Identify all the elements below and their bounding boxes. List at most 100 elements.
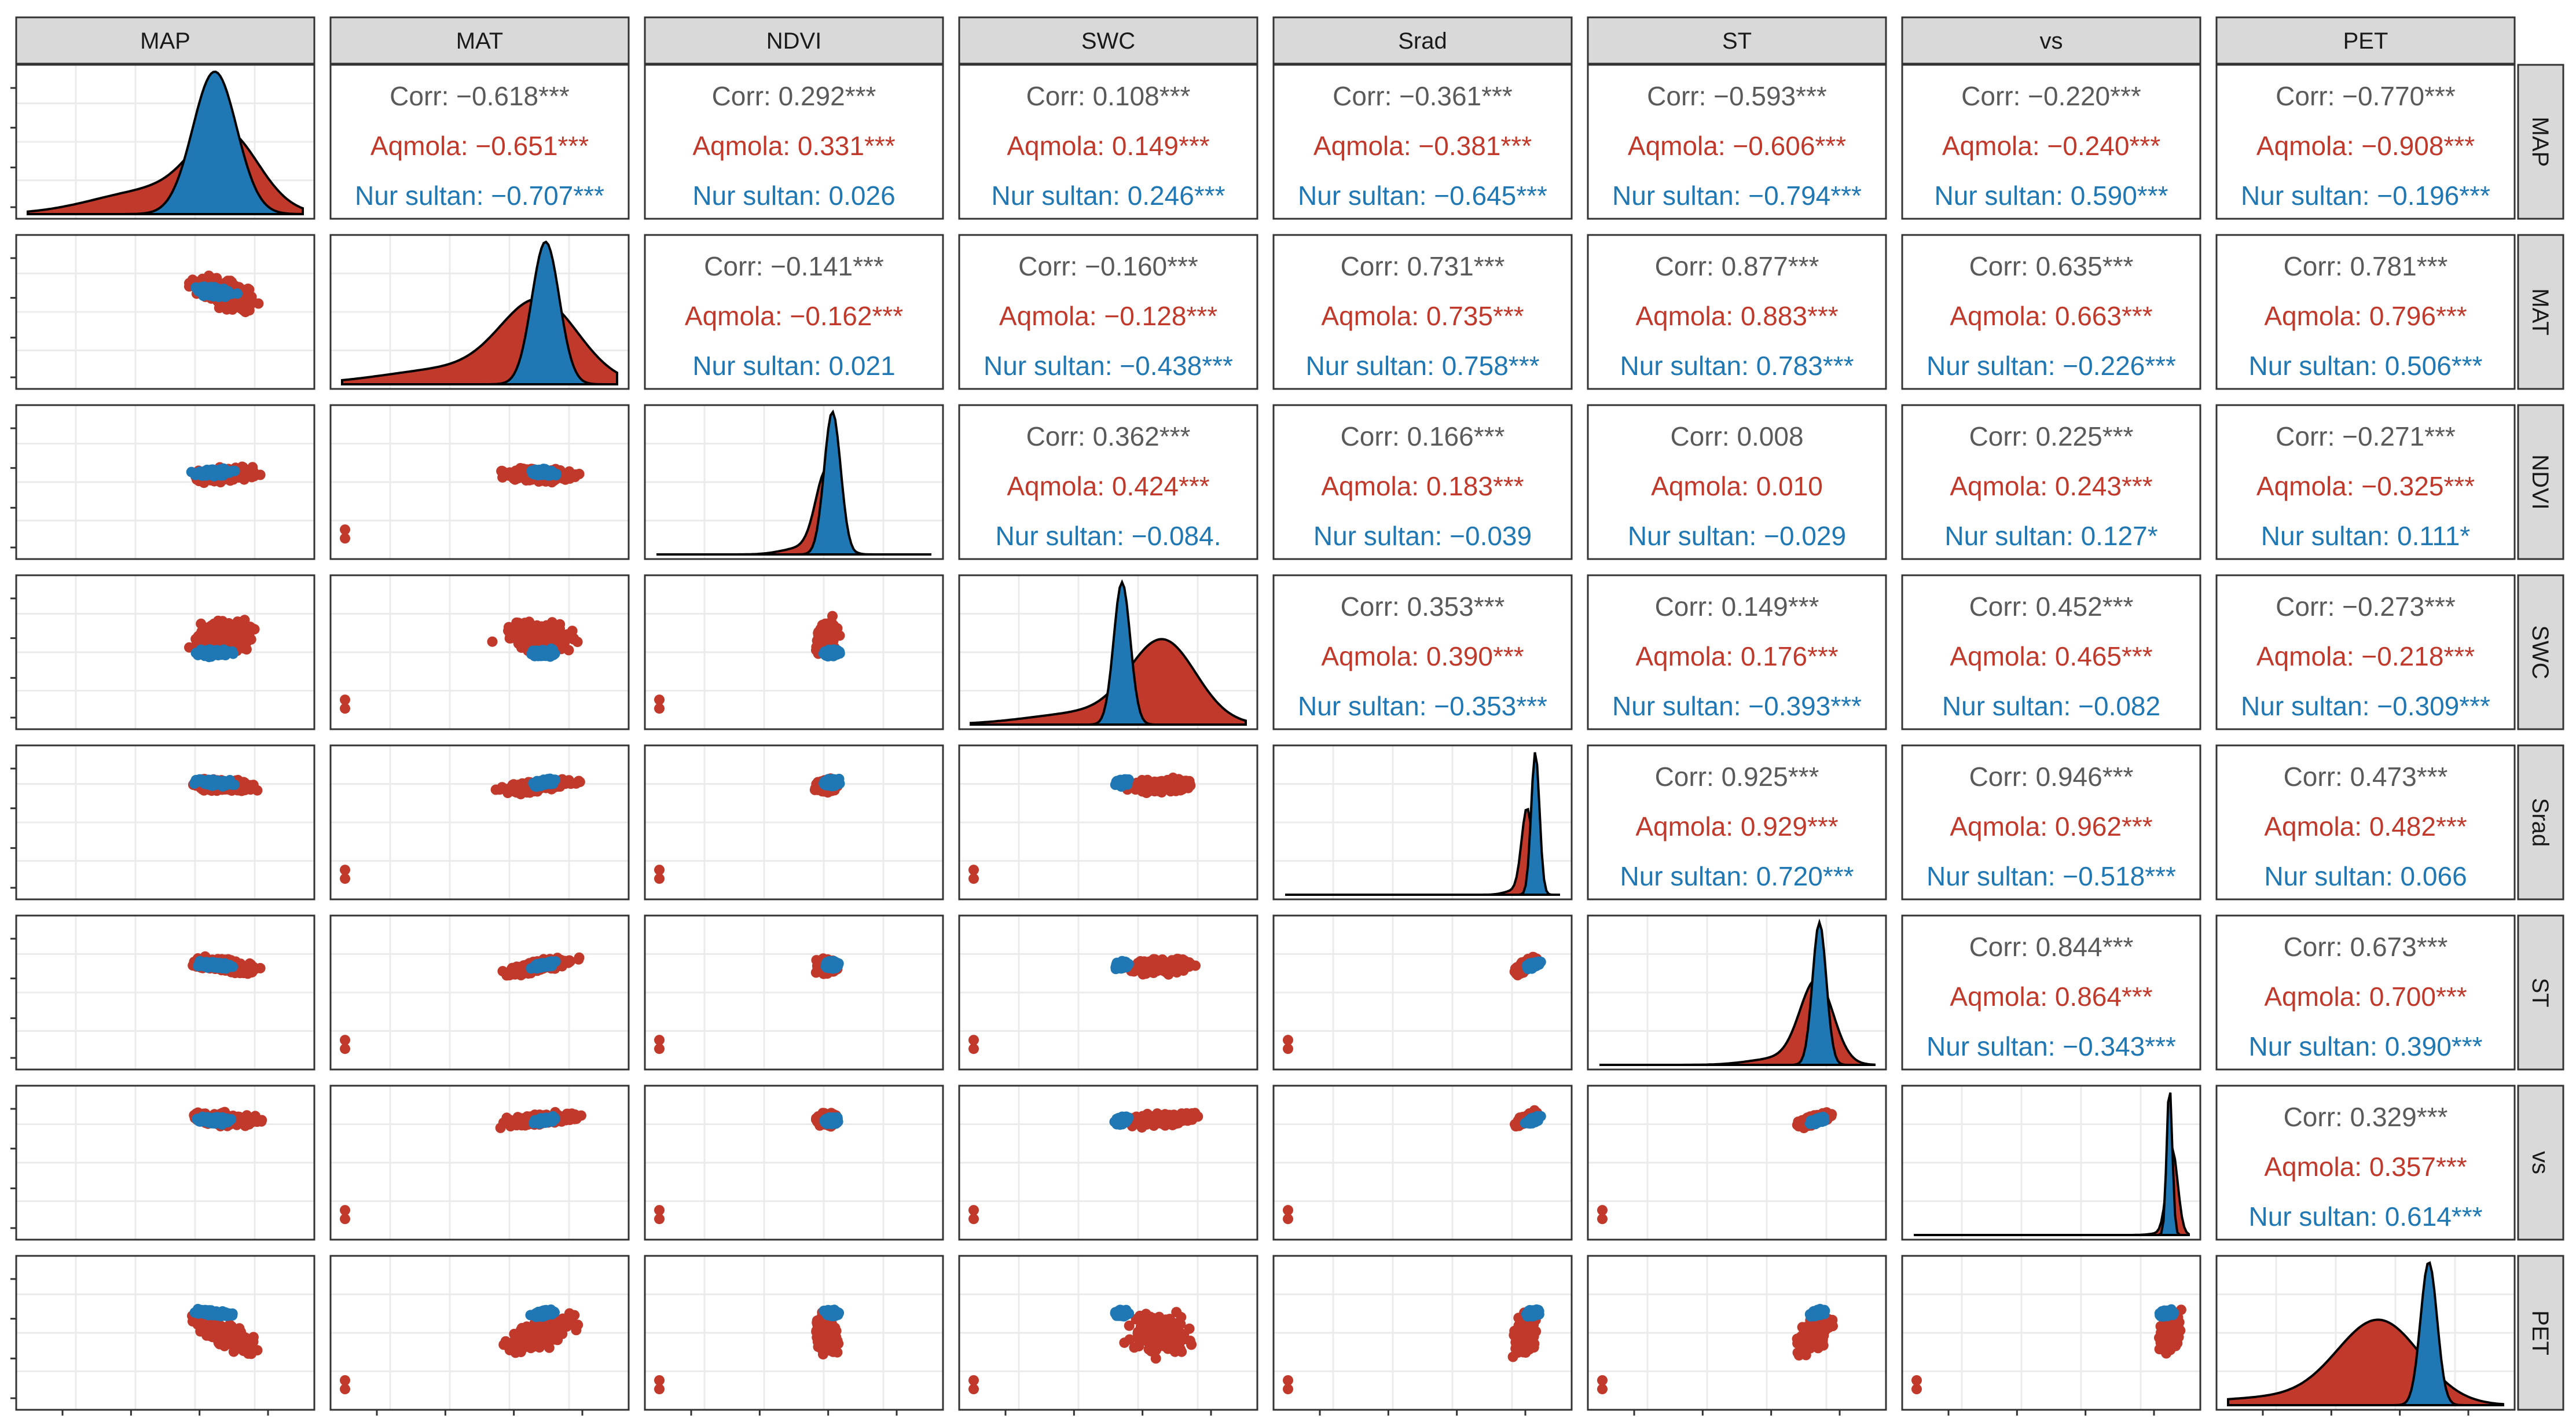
row-label-swc: SWC [2527, 625, 2553, 679]
aqmola-corr-label: Aqmola: 0.243*** [1950, 471, 2152, 501]
overall-corr-label: Corr: 0.008 [1670, 421, 1803, 451]
aqmola-point [498, 784, 509, 794]
overall-corr-label: Corr: 0.731*** [1341, 251, 1505, 281]
nursultan-corr-label: Nur sultan: 0.720*** [1620, 861, 1854, 891]
panel-map-srad: Corr: −0.361*** Aqmola: −0.381*** Nur sult… [1274, 65, 1572, 219]
nursultan-point [825, 648, 836, 659]
nursultan-point [207, 466, 217, 477]
aqmola-corr-label: Aqmola: −0.128*** [999, 301, 1217, 331]
nursultan-corr-label: Nur sultan: 0.758*** [1305, 351, 1539, 381]
panel-ndvi-srad: Corr: 0.166***Aqmola: 0.183***Nur sultan… [1274, 405, 1572, 559]
panel-srad-map [10, 745, 314, 899]
panel-mat-st: Corr: 0.877*** Aqmola: 0.883*** Nur sultan… [1588, 235, 1886, 389]
aqmola-point [512, 626, 523, 637]
row-label-vs: vs [2527, 1151, 2553, 1174]
panel-ndvi-pet: Corr: −0.271***Aqmola: −0.325***Nur sult… [2217, 405, 2515, 559]
column-strip-mat: MAT [331, 17, 629, 64]
panel-srad-ndvi [645, 745, 943, 899]
panel-swc-ndvi [645, 575, 943, 729]
aqmola-corr-label: Aqmola: 0.929*** [1635, 811, 1838, 841]
nursultan-corr-label: Nur sultan: 0.506*** [2248, 351, 2482, 381]
panel-mat-vs: Corr: 0.635***Aqmola: 0.663***Nur sultan… [1902, 235, 2200, 389]
nursultan-corr-label: Nur sultan: −0.084. [996, 521, 1221, 551]
nursultan-point [545, 650, 555, 660]
panel-swc-srad: Corr: 0.353***Aqmola: 0.390***Nur sultan… [1274, 575, 1572, 729]
overall-corr-label: Corr: 0.635*** [1969, 251, 2134, 281]
aqmola-corr-label: Aqmola: 0.010 [1651, 471, 1823, 501]
nursultan-corr-label: Nur sultan: 0.111* [2261, 521, 2470, 551]
nursultan-corr-label: Nur sultan: −0.438*** [984, 351, 1233, 381]
aqmola-corr-label: Aqmola: 0.883*** [1635, 301, 1838, 331]
aqmola-point [215, 623, 225, 634]
overall-corr-label: Corr: 0.166*** [1341, 421, 1505, 451]
row-strip-map: MAP [2518, 65, 2563, 219]
panel-mat-swc: Corr: −0.160***Aqmola: −0.128***Nur sult… [959, 235, 1257, 389]
aqmola-point [509, 468, 519, 478]
column-strip-srad: Srad [1274, 17, 1572, 64]
row-label-srad: Srad [2527, 798, 2553, 847]
aqmola-point [233, 634, 244, 644]
column-label-swc: SWC [1081, 28, 1135, 54]
overall-corr-label: Corr: 0.452*** [1969, 591, 2134, 622]
column-strip-ndvi: NDVI [645, 17, 943, 64]
aqmola-corr-label: Aqmola: −0.381*** [1313, 131, 1532, 161]
aqmola-corr-label: Aqmola: −0.606*** [1628, 131, 1846, 161]
nursultan-corr-label: Nur sultan: −0.226*** [1927, 351, 2176, 381]
nursultan-point [204, 286, 214, 296]
panel-mat-mat [331, 235, 629, 389]
overall-corr-label: Corr: 0.877*** [1655, 251, 1819, 281]
nursultan-point [551, 470, 561, 480]
nursultan-corr-label: Nur sultan: −0.196*** [2241, 181, 2490, 211]
aqmola-corr-label: Aqmola: 0.149*** [1007, 131, 1209, 161]
aqmola-point [500, 469, 510, 479]
nursultan-corr-label: Nur sultan: −0.707*** [355, 181, 604, 211]
overall-corr-label: Corr: −0.220*** [1961, 81, 2141, 111]
panel-ndvi-vs: Corr: 0.225*** Aqmola: 0.243*** Nur sultan… [1902, 405, 2200, 559]
aqmola-point [825, 628, 835, 638]
aqmola-point [654, 694, 665, 705]
row-label-pet: PET [2527, 1310, 2553, 1355]
column-label-ndvi: NDVI [766, 28, 822, 54]
nursultan-point [210, 780, 221, 790]
nursultan-corr-label: Nur sultan: −0.794*** [1612, 181, 1862, 211]
overall-corr-label: Corr: −0.361*** [1333, 81, 1513, 111]
nursultan-corr-label: Nur sultan: 0.783*** [1620, 351, 1854, 381]
panel-st-map [10, 916, 314, 1070]
nursultan-corr-label: Nur sultan: 0.066 [2264, 861, 2467, 891]
row-strip-pet: PET [2518, 1256, 2563, 1410]
nursultan-corr-label: Nur sultan: −0.039 [1313, 521, 1532, 551]
aqmola-point [340, 694, 350, 705]
column-label-mat: MAT [456, 28, 503, 54]
column-label-st: ST [1722, 28, 1752, 54]
nursultan-corr-label: Nur sultan: −0.518*** [1927, 861, 2176, 891]
overall-corr-label: Corr: 0.149*** [1655, 591, 1819, 622]
panel-map-swc: Corr: 0.108***Aqmola: 0.149***Nur sultan… [959, 65, 1257, 219]
overall-corr-label: Corr: −0.273*** [2276, 591, 2456, 622]
panel-swc-map [10, 575, 314, 729]
overall-corr-label: Corr: 0.781*** [2284, 251, 2448, 281]
panel-ndvi-swc: Corr: 0.362***Aqmola: 0.424***Nur sultan… [959, 405, 1257, 559]
nursultan-corr-label: Nur sultan: −0.309*** [2241, 691, 2490, 721]
row-strip-st: ST [2518, 916, 2563, 1070]
panel-srad-vs: Corr: 0.946***Aqmola: 0.962***Nur sultan… [1902, 745, 2200, 899]
panel-swc-swc [959, 575, 1257, 729]
panel-swc-pet: Corr: −0.273*** Aqmola: −0.218*** Nur sult… [2217, 575, 2515, 729]
nursultan-point [533, 470, 543, 480]
nursultan-point [223, 466, 234, 476]
overall-corr-label: Corr: 0.225*** [1969, 421, 2134, 451]
panel-ndvi-map [10, 405, 314, 559]
nursultan-corr-label: Nur sultan: 0.127* [1944, 521, 2157, 551]
nursultan-corr-label: Nur sultan: −0.645*** [1298, 181, 1547, 211]
column-strip-st: ST [1588, 17, 1886, 64]
row-label-mat: MAT [2527, 288, 2553, 335]
column-strip-map: MAP [16, 17, 314, 64]
aqmola-corr-label: Aqmola: −0.908*** [2256, 131, 2475, 161]
aqmola-point [968, 865, 979, 875]
row-strip-vs: vs [2518, 1086, 2563, 1240]
row-strip-swc: SWC [2518, 575, 2563, 729]
aqmola-corr-label: Aqmola: −0.218*** [2256, 641, 2475, 671]
panel-map-ndvi: Corr: 0.292***Aqmola: 0.331***Nur sultan… [645, 65, 943, 219]
nursultan-point [218, 285, 229, 295]
aqmola-corr-label: Aqmola: 0.424*** [1007, 471, 1209, 501]
